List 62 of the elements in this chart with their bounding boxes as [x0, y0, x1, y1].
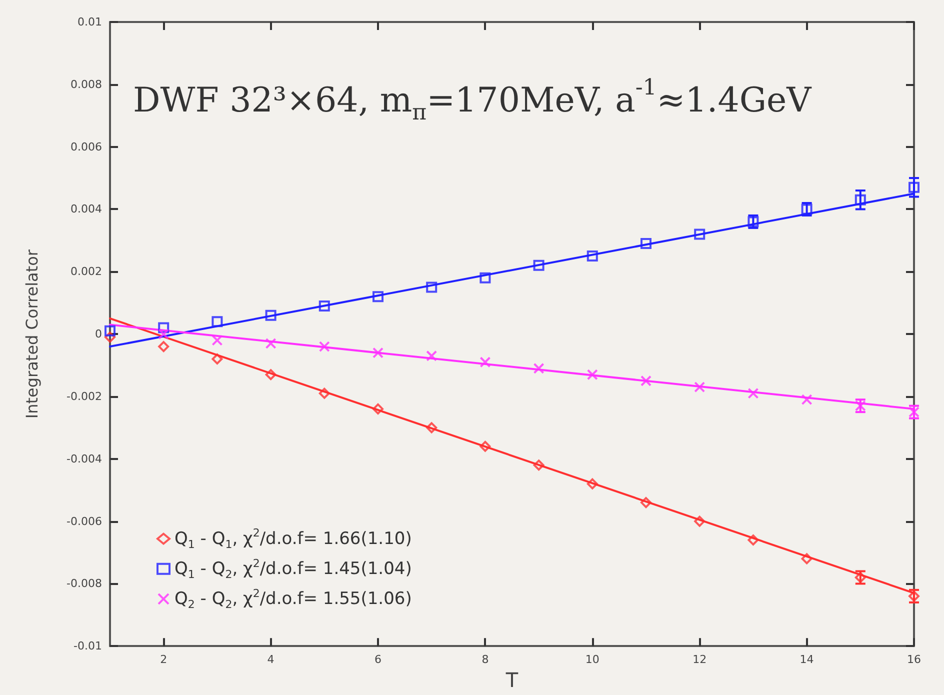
point — [640, 497, 652, 508]
point — [212, 334, 223, 346]
point — [586, 478, 598, 490]
x-tick-label: 10 — [585, 653, 600, 666]
y-tick-label: 0.006 — [70, 140, 102, 154]
point — [158, 322, 170, 334]
point — [640, 238, 652, 250]
point — [265, 310, 276, 321]
point — [480, 356, 491, 368]
point — [426, 422, 438, 434]
point — [372, 403, 384, 414]
point — [533, 362, 544, 374]
point — [694, 382, 706, 393]
x-tick-label: 4 — [267, 653, 274, 666]
y-tick-label: 0.008 — [70, 78, 102, 91]
point — [104, 325, 116, 336]
point — [372, 347, 384, 358]
point — [265, 338, 276, 349]
point — [318, 300, 330, 312]
y-tick-label: 0.004 — [70, 202, 102, 216]
point — [426, 350, 438, 362]
x-tick-label: 8 — [482, 653, 489, 666]
y-axis-title: Integrated Correlator — [22, 249, 42, 419]
y-tick-label: 0.002 — [70, 265, 102, 278]
point — [265, 369, 276, 380]
point — [212, 354, 223, 365]
point — [640, 375, 652, 386]
x-tick-label: 6 — [374, 653, 382, 666]
point — [480, 440, 491, 452]
point — [586, 369, 598, 380]
y-tick-label: -0.008 — [66, 577, 102, 590]
point — [158, 341, 170, 352]
y-tick-label: 0 — [95, 328, 102, 341]
point — [586, 250, 598, 262]
y-tick-label: 0.01 — [78, 16, 102, 28]
point — [908, 182, 920, 193]
point — [426, 282, 438, 293]
point — [318, 341, 330, 352]
point — [104, 332, 116, 343]
point — [158, 328, 170, 340]
point — [694, 228, 706, 240]
point — [318, 388, 330, 399]
x-tick-label: 12 — [692, 653, 707, 666]
y-tick-label: -0.006 — [66, 514, 102, 528]
x-tick-label: 2 — [160, 653, 168, 666]
point — [694, 516, 706, 527]
point — [372, 291, 384, 302]
point — [533, 460, 544, 471]
point — [212, 316, 223, 328]
point — [801, 394, 812, 406]
y-tick-label: -0.01 — [74, 640, 102, 653]
x-tick-label: 16 — [907, 653, 921, 666]
point — [854, 194, 866, 206]
x-axis-title: T — [504, 668, 519, 692]
x-tick-label: 14 — [800, 653, 814, 666]
y-tick-label: -0.002 — [66, 390, 102, 403]
point — [480, 272, 491, 284]
point — [801, 553, 812, 564]
point — [748, 534, 759, 546]
point — [748, 388, 759, 399]
y-tick-label: -0.004 — [66, 452, 102, 466]
point — [533, 260, 544, 271]
